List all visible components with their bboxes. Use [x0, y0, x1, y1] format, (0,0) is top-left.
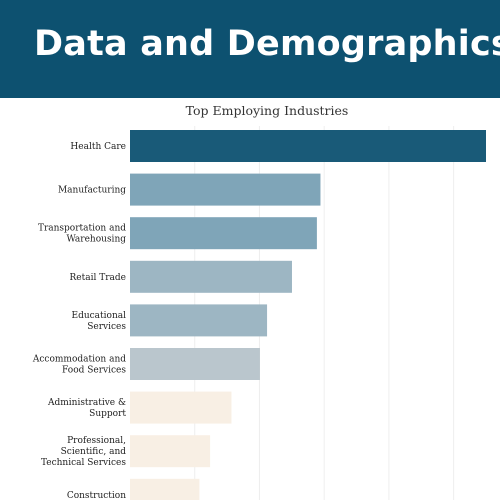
category-label-line: Manufacturing: [58, 186, 126, 196]
category-label: Professional, Scientific, and Technical Se…: [41, 436, 126, 468]
category-label: Educational Services: [72, 311, 127, 332]
category-label-line: Warehousing: [66, 235, 126, 245]
category-label-line: Professional,: [67, 436, 126, 446]
bar[interactable]: [130, 130, 486, 162]
category-label: Construction: [67, 491, 126, 500]
category-label: Accommodation and Food Services: [32, 355, 126, 376]
category-label: Health Care: [70, 142, 126, 152]
header-banner: Data and Demographics: [0, 0, 500, 98]
category-label: Transportation and Warehousing: [38, 224, 126, 245]
category-labels: Health Care Manufacturing Transportation a…: [32, 142, 126, 500]
bar[interactable]: [130, 173, 321, 206]
category-label-line: Food Services: [62, 366, 126, 376]
category-label: Manufacturing: [58, 186, 126, 196]
page-title: Data and Demographics: [34, 24, 500, 64]
category-label-line: Services: [87, 322, 126, 332]
category-label: Retail Trade: [70, 273, 126, 283]
bar[interactable]: [130, 304, 268, 337]
category-label-line: Technical Services: [41, 458, 126, 468]
category-label-line: Scientific, and: [61, 447, 127, 457]
bar-chart-svg: Top Employing Industries Health Care Manu…: [32, 103, 486, 500]
category-label-line: Transportation and: [38, 224, 126, 234]
category-label-line: Construction: [67, 491, 126, 500]
chart-title: Top Employing Industries: [186, 103, 349, 118]
bars: [130, 130, 486, 500]
bar[interactable]: [130, 260, 292, 293]
category-label-line: Health Care: [70, 142, 126, 152]
bar-chart: Top Employing Industries Health Care Manu…: [0, 98, 500, 500]
bar[interactable]: [130, 391, 232, 424]
category-label-line: Administrative &: [47, 398, 126, 408]
category-label-line: Accommodation and: [32, 355, 126, 365]
category-label-line: Support: [89, 409, 126, 419]
bar[interactable]: [130, 435, 211, 468]
category-label-line: Retail Trade: [70, 273, 126, 283]
category-label-line: Educational: [72, 311, 127, 321]
bar[interactable]: [130, 217, 317, 250]
category-label: Administrative & Support: [47, 398, 126, 419]
bar[interactable]: [130, 478, 200, 500]
bar[interactable]: [130, 348, 260, 380]
